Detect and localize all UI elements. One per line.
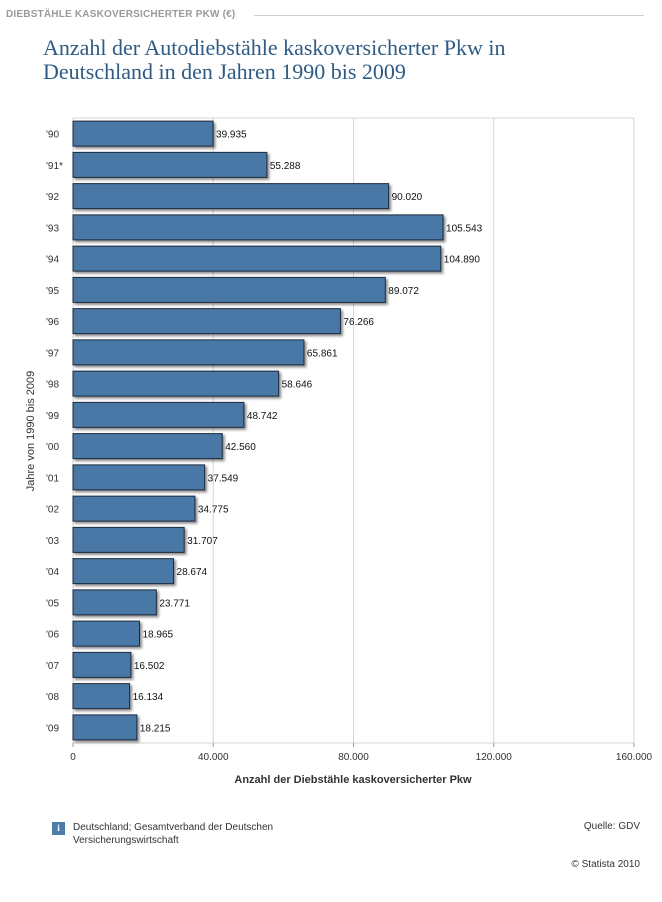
y-tick-label: '92	[46, 192, 59, 203]
bar	[72, 464, 206, 491]
y-tick-label: '05	[46, 598, 59, 609]
y-tick-label: '01	[46, 473, 59, 484]
y-tick-label: '95	[46, 286, 59, 297]
chart-title-line-1: Anzahl der Autodiebstähle kaskoversicher…	[43, 35, 506, 60]
y-tick-label: '99	[46, 411, 59, 422]
bar	[72, 495, 196, 522]
bars: 39.935 '90 55.288 '91* 90.020 '92 105.543 '93 10…	[46, 120, 483, 741]
y-tick-label: '98	[46, 380, 59, 391]
data-label: 37.549	[208, 473, 239, 484]
data-label: 105.543	[446, 223, 483, 234]
x-axis-title: Anzahl der Diebstähle kaskoversicherter …	[234, 774, 472, 786]
info-icon[interactable]: i	[52, 822, 65, 835]
bar	[72, 714, 138, 741]
data-label: 58.646	[282, 380, 313, 391]
chart-category-label: DIEBSTÄHLE KASKOVERSICHERTER PKW (€)	[6, 9, 236, 20]
data-label: 48.742	[247, 411, 278, 422]
data-label: 104.890	[444, 255, 481, 266]
bar	[72, 433, 223, 460]
y-tick-label: '94	[46, 255, 59, 266]
y-tick-label: '91*	[46, 161, 63, 172]
bar	[72, 214, 444, 241]
data-label: 76.266	[343, 317, 374, 328]
source-label: Quelle: GDV	[583, 821, 640, 832]
data-label: 89.072	[388, 286, 419, 297]
data-label: 31.707	[187, 536, 218, 547]
bar	[72, 651, 132, 678]
y-tick-label: '09	[46, 723, 59, 734]
bar	[72, 370, 280, 397]
x-tick-label: 160.000	[616, 752, 653, 763]
bar	[72, 120, 214, 147]
bar	[72, 558, 175, 585]
data-label: 65.861	[307, 348, 338, 359]
bar	[72, 308, 341, 335]
y-tick-label: '02	[46, 505, 59, 516]
y-tick-label: '90	[46, 130, 59, 141]
bar	[72, 589, 157, 616]
bar	[72, 401, 245, 428]
x-tick-label: 0	[70, 752, 76, 763]
data-label: 90.020	[392, 192, 423, 203]
chart-title: Anzahl der Autodiebstähle kaskoversicher…	[43, 36, 633, 84]
footnote: Deutschland; Gesamtverband der Deutschen…	[73, 821, 353, 847]
bar	[72, 151, 268, 178]
data-label: 55.288	[270, 161, 301, 172]
data-label: 28.674	[177, 567, 208, 578]
x-tick-label: 120.000	[476, 752, 513, 763]
chart-title-line-2: Deutschland in den Jahren 1990 bis 2009	[43, 59, 406, 84]
y-tick-label: '96	[46, 317, 59, 328]
x-tick-label: 40.000	[198, 752, 229, 763]
data-label: 18.965	[142, 630, 173, 641]
footnote-line-1: Deutschland; Gesamtverband der Deutschen	[73, 822, 274, 833]
x-tick-label: 80.000	[338, 752, 369, 763]
data-label: 16.134	[133, 692, 164, 703]
data-label: 16.502	[134, 661, 165, 672]
data-label: 18.215	[140, 723, 171, 734]
y-tick-label: '08	[46, 692, 59, 703]
bar	[72, 526, 185, 553]
y-axis-title: Jahre von 1990 bis 2009	[25, 371, 37, 491]
y-tick-label: '97	[46, 348, 59, 359]
footnote-line-2: Versicherungswirtschaft	[73, 835, 179, 846]
y-tick-label: '00	[46, 442, 59, 453]
y-tick-label: '04	[46, 567, 59, 578]
data-label: 34.775	[198, 505, 229, 516]
y-tick-label: '93	[46, 223, 59, 234]
bar	[72, 245, 442, 272]
y-tick-label: '03	[46, 536, 59, 547]
bar	[72, 183, 390, 210]
data-label: 23.771	[159, 598, 190, 609]
data-label: 42.560	[225, 442, 256, 453]
x-axis-ticks: 0 40.000 80.000 120.000 160.000	[70, 752, 652, 763]
bar	[72, 276, 386, 303]
data-label: 39.935	[216, 130, 247, 141]
copyright-label: © Statista 2010	[571, 859, 640, 870]
bar	[72, 339, 305, 366]
bar-chart: 39.935 '90 55.288 '91* 90.020 '92 105.543 '93 10…	[25, 117, 653, 786]
bar	[72, 683, 131, 710]
bar	[72, 620, 140, 647]
y-tick-label: '06	[46, 630, 59, 641]
y-tick-label: '07	[46, 661, 59, 672]
header-divider	[254, 15, 644, 16]
